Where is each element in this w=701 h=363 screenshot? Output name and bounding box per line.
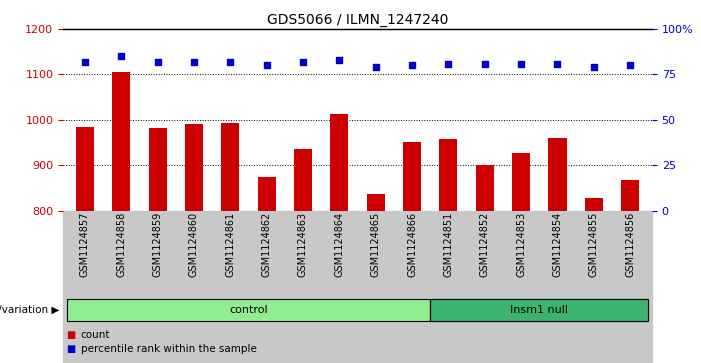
Point (588, 64, 599, 70)
Point (407, 62, 418, 68)
Point (370, 64, 381, 70)
Bar (621, 180, 639, 211)
Point (625, 62, 636, 68)
Text: genotype/variation ▶: genotype/variation ▶ (0, 305, 60, 315)
Bar (367, 194, 385, 211)
Bar (257, 178, 275, 211)
Title: GDS5066 / ILMN_1247240: GDS5066 / ILMN_1247240 (267, 13, 448, 26)
Text: ■: ■ (67, 344, 76, 354)
Bar (63, 211, 652, 363)
Bar (149, 127, 167, 211)
Point (515, 61, 526, 66)
Bar (112, 72, 130, 211)
Bar (403, 143, 421, 211)
Point (152, 59, 163, 65)
Point (189, 59, 200, 65)
Text: control: control (229, 305, 268, 315)
Point (443, 61, 454, 66)
Point (334, 57, 345, 63)
Bar (585, 198, 603, 211)
Point (79, 59, 90, 65)
Bar (185, 124, 203, 211)
Text: ■: ■ (67, 330, 76, 340)
Bar (440, 139, 458, 211)
Point (225, 59, 236, 65)
Bar (512, 153, 530, 211)
Point (261, 62, 272, 68)
Text: Insm1 null: Insm1 null (510, 305, 569, 315)
Bar (476, 165, 494, 211)
Point (116, 53, 127, 59)
Bar (330, 114, 348, 211)
Bar (76, 127, 94, 211)
Bar (222, 123, 239, 211)
Text: count: count (81, 330, 110, 340)
Point (479, 61, 490, 66)
Point (552, 61, 563, 66)
Bar (294, 149, 312, 211)
Point (297, 59, 308, 65)
Text: percentile rank within the sample: percentile rank within the sample (81, 344, 257, 354)
Bar (548, 138, 566, 211)
